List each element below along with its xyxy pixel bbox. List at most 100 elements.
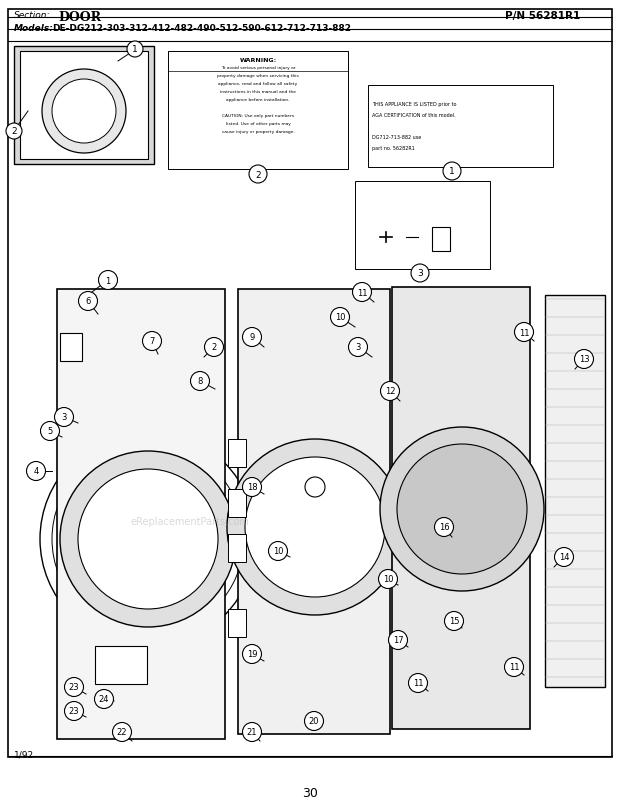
Text: 19: 19	[247, 650, 257, 659]
Bar	[355, 182, 490, 270]
Circle shape	[55, 408, 74, 427]
Circle shape	[64, 702, 84, 721]
Text: 15: 15	[449, 616, 459, 626]
Text: CAUTION: Use only part numbers: CAUTION: Use only part numbers	[222, 114, 294, 118]
Text: 8: 8	[197, 377, 203, 386]
Text: 1: 1	[449, 167, 455, 176]
Circle shape	[389, 631, 407, 650]
Text: property damage when servicing this: property damage when servicing this	[217, 74, 299, 78]
Bar	[228, 489, 246, 517]
Text: 14: 14	[559, 553, 569, 562]
Circle shape	[304, 711, 324, 731]
Circle shape	[353, 283, 371, 303]
Bar	[95, 646, 147, 684]
Text: 11: 11	[509, 663, 519, 672]
Text: appliance, read and follow all safety: appliance, read and follow all safety	[218, 82, 298, 86]
Circle shape	[411, 264, 429, 283]
Text: 16: 16	[439, 523, 450, 532]
Circle shape	[249, 165, 267, 184]
Text: 6: 6	[86, 297, 91, 306]
Circle shape	[268, 542, 288, 561]
Text: 23: 23	[69, 683, 79, 692]
Text: part no. 56282R1: part no. 56282R1	[372, 146, 415, 151]
Circle shape	[99, 271, 118, 290]
Text: 7: 7	[149, 337, 154, 346]
Text: 4: 4	[33, 467, 38, 476]
Bar	[168, 52, 348, 169]
Text: 20: 20	[309, 717, 319, 726]
Bar	[228, 440, 246, 467]
Text: 22: 22	[117, 727, 127, 736]
Text: 1: 1	[105, 277, 110, 285]
Bar	[60, 333, 82, 362]
Bar	[57, 290, 225, 739]
Text: DG712-713-882 use: DG712-713-882 use	[372, 135, 421, 139]
Circle shape	[52, 80, 116, 144]
Circle shape	[348, 338, 368, 357]
Circle shape	[227, 440, 403, 616]
Text: 3: 3	[355, 343, 361, 352]
Circle shape	[445, 611, 464, 631]
Circle shape	[64, 678, 84, 697]
Circle shape	[380, 427, 544, 591]
Text: 10: 10	[383, 575, 393, 584]
Circle shape	[381, 382, 399, 401]
Circle shape	[94, 689, 113, 709]
Bar	[20, 52, 148, 160]
Text: 9: 9	[249, 333, 255, 342]
Bar	[238, 290, 390, 734]
Circle shape	[6, 124, 22, 139]
Circle shape	[78, 470, 218, 609]
Circle shape	[378, 570, 397, 589]
Circle shape	[27, 462, 45, 481]
Circle shape	[554, 547, 574, 567]
Circle shape	[435, 518, 453, 537]
Text: To avoid serious personal injury or: To avoid serious personal injury or	[221, 66, 295, 70]
Bar	[228, 609, 246, 637]
Text: 10: 10	[273, 547, 283, 556]
Circle shape	[60, 452, 236, 627]
Text: DOOR: DOOR	[58, 11, 101, 24]
Text: 12: 12	[385, 387, 396, 396]
Circle shape	[242, 478, 262, 497]
Text: 17: 17	[392, 636, 404, 645]
Text: 21: 21	[247, 727, 257, 736]
Circle shape	[79, 292, 97, 311]
Text: 11: 11	[356, 288, 367, 297]
Circle shape	[305, 478, 325, 497]
Text: 3: 3	[417, 269, 423, 278]
Text: 11: 11	[413, 679, 423, 688]
Circle shape	[127, 42, 143, 58]
Circle shape	[245, 457, 385, 597]
Circle shape	[443, 163, 461, 181]
Circle shape	[515, 323, 533, 342]
Bar	[228, 534, 246, 562]
Text: 1/92: 1/92	[14, 750, 34, 759]
Text: instructions in this manual and the: instructions in this manual and the	[220, 90, 296, 94]
Circle shape	[242, 645, 262, 663]
Text: listed. Use of other parts may: listed. Use of other parts may	[226, 122, 290, 126]
Circle shape	[205, 338, 223, 357]
Text: 24: 24	[99, 695, 109, 704]
Text: 2: 2	[255, 170, 261, 179]
Text: 3: 3	[61, 413, 67, 422]
Bar	[545, 296, 605, 687]
Bar	[392, 288, 530, 729]
Text: appliance before installation.: appliance before installation.	[226, 98, 290, 102]
Text: 18: 18	[247, 483, 257, 492]
Bar	[14, 47, 154, 165]
Text: cause injury or property damage.: cause injury or property damage.	[221, 130, 294, 134]
Text: eReplacementParts.com: eReplacementParts.com	[131, 517, 249, 526]
Text: AGA CERTIFICATION of this model.: AGA CERTIFICATION of this model.	[372, 113, 456, 118]
Circle shape	[42, 70, 126, 154]
Circle shape	[143, 332, 161, 351]
Text: THIS APPLIANCE IS LISTED prior to: THIS APPLIANCE IS LISTED prior to	[372, 102, 456, 107]
Circle shape	[330, 308, 350, 327]
Text: 10: 10	[335, 313, 345, 322]
Text: 11: 11	[519, 328, 529, 337]
Text: DE-DG212-303-312-412-482-490-512-590-612-712-713-882: DE-DG212-303-312-412-482-490-512-590-612…	[52, 24, 351, 33]
Bar	[432, 228, 450, 251]
Circle shape	[409, 674, 428, 693]
Circle shape	[575, 350, 593, 369]
Text: 30: 30	[302, 786, 318, 799]
